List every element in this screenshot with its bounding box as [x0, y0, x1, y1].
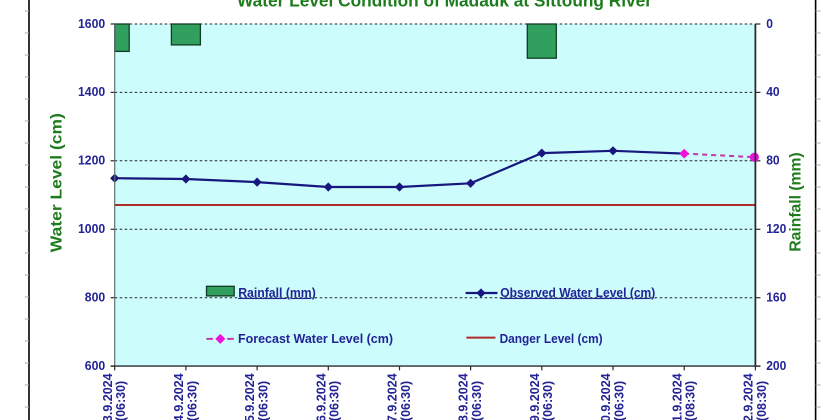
svg-text:1400: 1400: [78, 85, 105, 99]
svg-text:8.9.2024: 8.9.2024: [457, 373, 471, 420]
svg-text:Forecast Water Level (cm): Forecast Water Level (cm): [238, 332, 393, 346]
svg-text:Water Level (cm): Water Level (cm): [49, 113, 66, 252]
svg-text:Rainfall (mm): Rainfall (mm): [238, 286, 316, 300]
svg-text:80: 80: [766, 154, 779, 168]
svg-text:Observed Water Level (cm): Observed Water Level (cm): [500, 286, 655, 300]
svg-text:1200: 1200: [78, 154, 105, 168]
svg-text:(06:30): (06:30): [185, 381, 199, 420]
svg-text:(06:30): (06:30): [328, 381, 342, 420]
svg-text:(08:30): (08:30): [755, 381, 769, 420]
svg-text:(06:30): (06:30): [114, 381, 128, 420]
svg-text:120: 120: [766, 222, 786, 236]
svg-text:0: 0: [766, 17, 773, 31]
svg-text:9.9.2024: 9.9.2024: [528, 373, 542, 420]
svg-text:(06:30): (06:30): [541, 381, 555, 420]
svg-text:(06:30): (06:30): [612, 381, 626, 420]
svg-text:(06:30): (06:30): [470, 381, 484, 420]
svg-text:3.9.2024: 3.9.2024: [101, 373, 115, 420]
svg-text:800: 800: [85, 291, 105, 305]
svg-text:10.9.2024: 10.9.2024: [599, 373, 613, 420]
svg-text:Rainfall (mm): Rainfall (mm): [788, 152, 805, 251]
svg-text:(06:30): (06:30): [257, 381, 271, 420]
svg-text:40: 40: [766, 85, 779, 99]
svg-text:1000: 1000: [78, 222, 105, 236]
svg-text:4.9.2024: 4.9.2024: [172, 373, 186, 420]
svg-text:12.9.2024: 12.9.2024: [742, 373, 756, 420]
svg-text:160: 160: [766, 291, 786, 305]
svg-text:(08:30): (08:30): [684, 381, 698, 420]
svg-text:200: 200: [766, 359, 786, 373]
svg-text:(06:30): (06:30): [399, 381, 413, 420]
svg-text:600: 600: [85, 359, 105, 373]
svg-text:6.9.2024: 6.9.2024: [314, 373, 328, 420]
svg-text:Water Level Condition of Madau: Water Level Condition of Madauk at Sitto…: [237, 0, 652, 11]
svg-text:Danger Level (cm): Danger Level (cm): [500, 332, 603, 346]
svg-text:1600: 1600: [78, 17, 105, 31]
svg-text:5.9.2024: 5.9.2024: [243, 373, 257, 420]
svg-text:11.9.2024: 11.9.2024: [670, 373, 684, 420]
svg-text:7.9.2024: 7.9.2024: [386, 373, 400, 420]
